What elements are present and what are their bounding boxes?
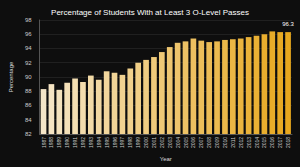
svg-text:2017: 2017 (277, 137, 283, 148)
svg-text:1993: 1993 (88, 137, 94, 148)
svg-text:2011: 2011 (230, 137, 236, 148)
svg-text:98: 98 (25, 17, 32, 23)
svg-text:2004: 2004 (175, 137, 181, 148)
svg-text:84: 84 (25, 117, 32, 123)
svg-text:2006: 2006 (190, 137, 196, 148)
svg-text:Percentage: Percentage (8, 61, 14, 92)
svg-text:1991: 1991 (72, 137, 78, 148)
svg-text:1987: 1987 (41, 137, 47, 148)
svg-text:2007: 2007 (198, 137, 204, 148)
svg-text:1989: 1989 (56, 137, 62, 148)
svg-text:90: 90 (25, 74, 32, 80)
svg-text:1994: 1994 (96, 137, 102, 148)
svg-text:2001: 2001 (151, 137, 157, 148)
svg-text:1995: 1995 (104, 137, 110, 148)
svg-text:88: 88 (25, 88, 32, 94)
svg-text:2014: 2014 (254, 137, 260, 148)
svg-text:2018: 2018 (285, 137, 291, 148)
svg-text:1996: 1996 (112, 137, 118, 148)
svg-text:1999: 1999 (135, 137, 141, 148)
svg-text:2000: 2000 (143, 137, 149, 148)
svg-text:2002: 2002 (159, 137, 165, 148)
svg-text:82: 82 (25, 131, 32, 137)
svg-text:2009: 2009 (214, 137, 220, 148)
svg-text:1992: 1992 (80, 137, 86, 148)
svg-text:Percentage of Students With at: Percentage of Students With at Least 3 O… (51, 8, 249, 17)
svg-text:2008: 2008 (206, 137, 212, 148)
svg-text:86: 86 (25, 102, 32, 108)
svg-text:2012: 2012 (238, 137, 244, 148)
svg-text:1990: 1990 (64, 137, 70, 148)
svg-text:92: 92 (25, 60, 32, 66)
svg-text:2005: 2005 (183, 137, 189, 148)
svg-text:2003: 2003 (167, 137, 173, 148)
svg-text:Year: Year (160, 156, 172, 162)
svg-text:2010: 2010 (222, 137, 228, 148)
svg-text:1988: 1988 (48, 137, 54, 148)
svg-text:96: 96 (25, 31, 32, 37)
svg-text:1998: 1998 (127, 137, 133, 148)
svg-text:96.3: 96.3 (282, 21, 294, 27)
svg-text:2016: 2016 (269, 137, 275, 148)
svg-text:2015: 2015 (261, 137, 267, 148)
svg-text:94: 94 (25, 45, 32, 51)
svg-text:2013: 2013 (246, 137, 252, 148)
svg-text:1997: 1997 (119, 137, 125, 148)
